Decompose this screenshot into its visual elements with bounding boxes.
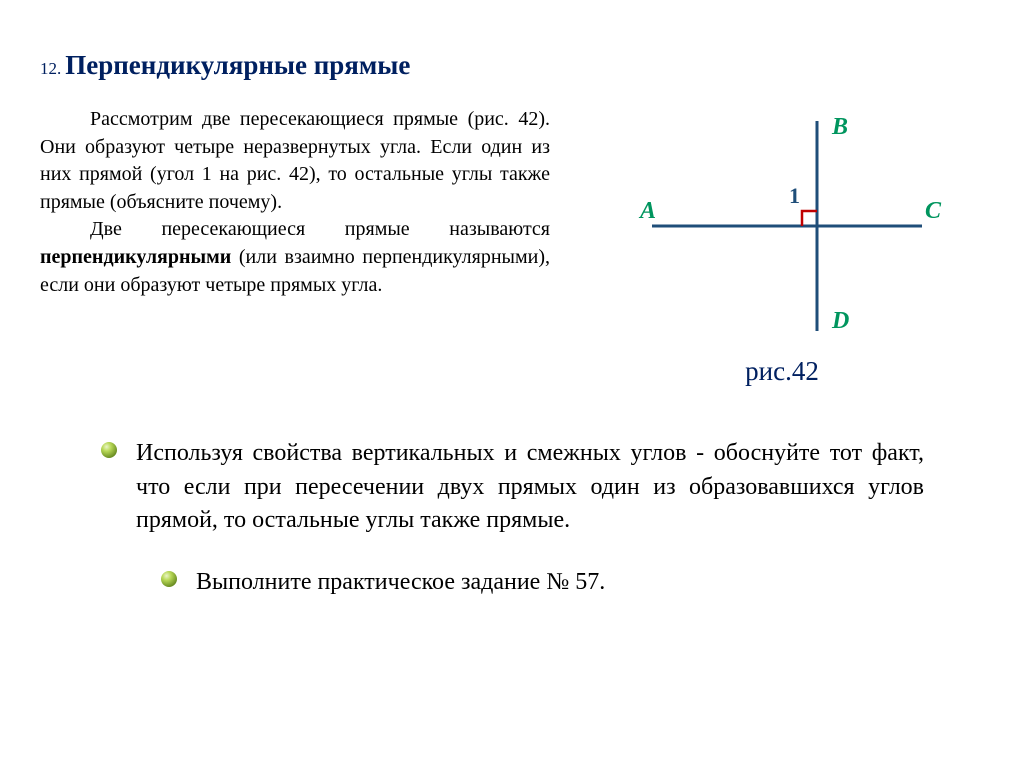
bullet-text-2: Выполните практическое задание № 57. xyxy=(196,566,605,600)
label-c: C xyxy=(925,198,942,224)
paragraph-2: Две пересекающиеся прямые назы­ваются пе… xyxy=(40,216,550,299)
bullet-section: Используя свойства вертикальных и смежны… xyxy=(40,437,984,599)
figure-area: A B C D 1 рис.42 xyxy=(580,106,984,387)
heading-number: 12. xyxy=(40,59,61,78)
angle-label-1: 1 xyxy=(789,183,800,208)
bullet-sphere-icon xyxy=(160,570,178,588)
label-d: D xyxy=(831,308,849,334)
label-b: B xyxy=(831,114,848,140)
paragraph-1: Рассмотрим две пересекающиеся прямые (ри… xyxy=(40,106,550,216)
perpendicular-lines-diagram: A B C D 1 xyxy=(622,106,942,346)
label-a: A xyxy=(638,198,656,224)
heading: 12. Перпендикулярные прямые xyxy=(40,50,984,81)
heading-title: Перпендикулярные прямые xyxy=(65,50,410,80)
figure-caption: рис.42 xyxy=(745,356,819,387)
main-text: Рассмотрим две пересекающиеся прямые (ри… xyxy=(40,106,550,299)
bullet-text-1: Используя свойства вертикальных и смежны… xyxy=(136,437,924,538)
bullet-item-2: Выполните практическое задание № 57. xyxy=(100,566,924,600)
content-row: Рассмотрим две пересекающиеся прямые (ри… xyxy=(40,106,984,387)
right-angle-marker xyxy=(802,211,817,226)
bullet-sphere-icon xyxy=(100,441,118,459)
bullet-item-1: Используя свойства вертикальных и смежны… xyxy=(100,437,924,538)
